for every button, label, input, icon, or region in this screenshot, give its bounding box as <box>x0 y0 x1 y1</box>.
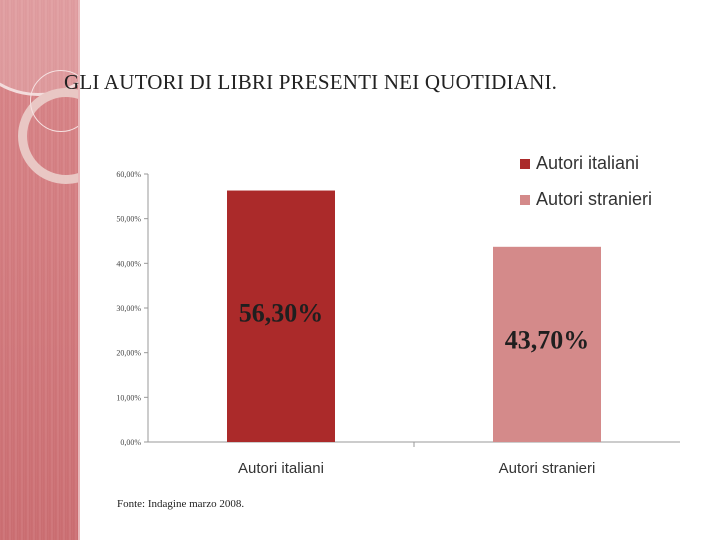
category-label: Autori italiani <box>238 460 324 477</box>
decorative-side-band <box>0 0 78 540</box>
y-tick-label: 20,00% <box>116 349 141 358</box>
band-edge-line <box>78 0 80 540</box>
data-label: 43,70% <box>505 325 590 354</box>
legend-swatch <box>520 159 530 169</box>
y-tick-label: 0,00% <box>120 438 141 447</box>
legend-label: Autori italiani <box>536 153 639 173</box>
y-tick-label: 60,00% <box>116 170 141 179</box>
legend-label: Autori stranieri <box>536 189 652 209</box>
category-label: Autori stranieri <box>499 460 596 477</box>
y-tick-label: 50,00% <box>116 215 141 224</box>
source-note: Fonte: Indagine marzo 2008. <box>117 498 245 510</box>
bar <box>227 190 335 442</box>
bar <box>493 246 601 442</box>
y-tick-label: 10,00% <box>116 393 141 402</box>
legend-swatch <box>520 195 530 205</box>
y-tick-label: 40,00% <box>116 259 141 268</box>
slide-title: GLI AUTORI DI LIBRI PRESENTI NEI QUOTIDI… <box>64 70 558 94</box>
y-tick-label: 30,00% <box>116 304 141 313</box>
data-label: 56,30% <box>239 298 324 327</box>
